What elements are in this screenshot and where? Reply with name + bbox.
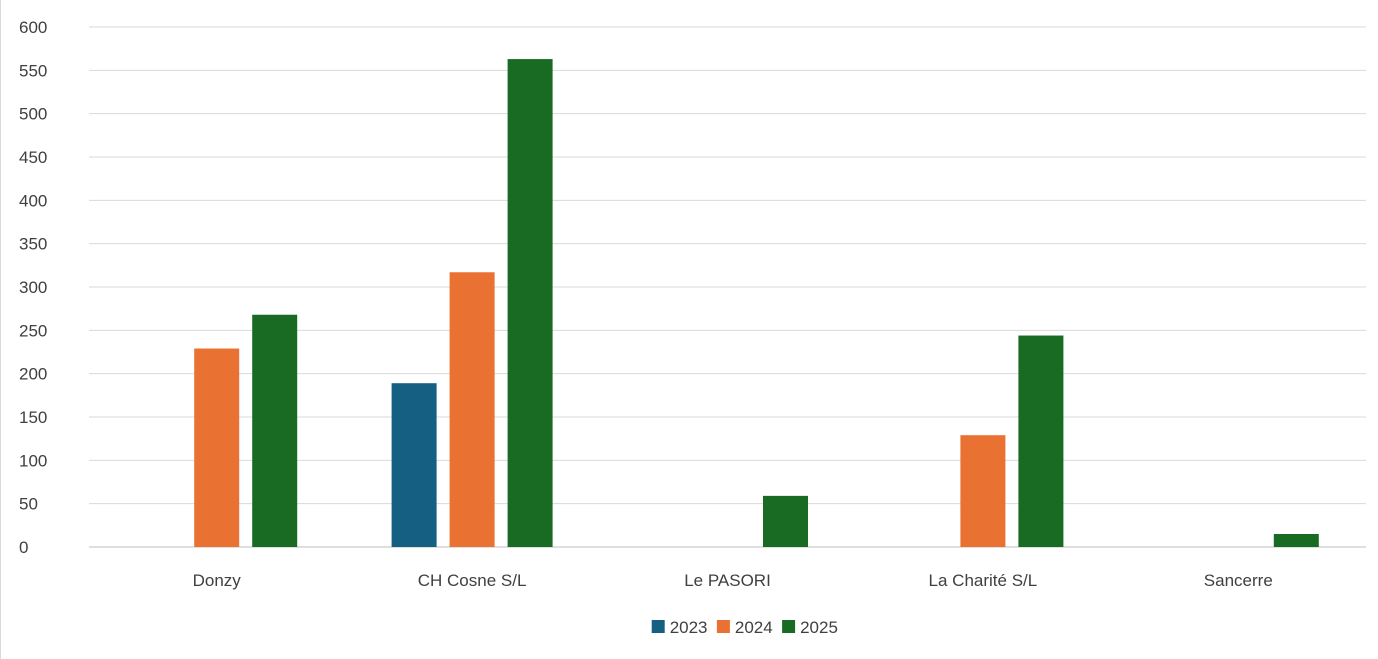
legend: 2023 2024 2025 bbox=[651, 618, 838, 637]
y-tick-label: 50 bbox=[19, 495, 38, 514]
bar-2025-4 bbox=[1273, 534, 1319, 547]
y-tick-label: 500 bbox=[19, 105, 47, 124]
y-tick-label: 0 bbox=[19, 538, 28, 557]
legend-label-2025: 2025 bbox=[800, 618, 838, 637]
bar-2024-3 bbox=[960, 435, 1006, 547]
y-tick-label: 450 bbox=[19, 148, 47, 167]
bar-2024-1 bbox=[449, 272, 495, 547]
y-tick-label: 300 bbox=[19, 278, 47, 297]
y-tick-label: 100 bbox=[19, 451, 47, 470]
bar-2025-0 bbox=[252, 314, 298, 547]
gridlines bbox=[89, 26, 1366, 548]
legend-swatch-2025 bbox=[782, 620, 796, 633]
y-tick-label: 550 bbox=[19, 61, 47, 80]
legend-swatch-2023 bbox=[651, 620, 665, 633]
x-tick-label: La Charité S/L bbox=[929, 571, 1038, 590]
bar-2025-1 bbox=[507, 59, 553, 548]
x-tick-label: Le PASORI bbox=[684, 571, 771, 590]
x-tick-label: Donzy bbox=[193, 571, 242, 590]
legend-swatch-2024 bbox=[716, 620, 730, 633]
x-tick-label: Sancerre bbox=[1204, 571, 1273, 590]
x-tick-label: CH Cosne S/L bbox=[418, 571, 527, 590]
legend-label-2024: 2024 bbox=[735, 618, 773, 637]
y-tick-label: 400 bbox=[19, 191, 47, 210]
x-axis-ticks: Donzy CH Cosne S/L Le PASORI La Charité S/L… bbox=[193, 571, 1273, 590]
y-tick-label: 350 bbox=[19, 235, 47, 254]
legend-label-2023: 2023 bbox=[670, 618, 708, 637]
bar-2023-1 bbox=[391, 383, 437, 547]
y-tick-label: 600 bbox=[19, 18, 47, 37]
bar-2025-3 bbox=[1018, 335, 1064, 547]
bars bbox=[194, 59, 1319, 548]
y-tick-label: 200 bbox=[19, 365, 47, 384]
bar-2025-2 bbox=[763, 495, 808, 547]
y-tick-label: 250 bbox=[19, 321, 47, 340]
y-tick-label: 150 bbox=[19, 408, 47, 427]
bar-2024-0 bbox=[194, 348, 240, 547]
y-axis-ticks: 0 50 100 150 200 250 300 350 400 450 500 550 600 bbox=[19, 18, 47, 557]
